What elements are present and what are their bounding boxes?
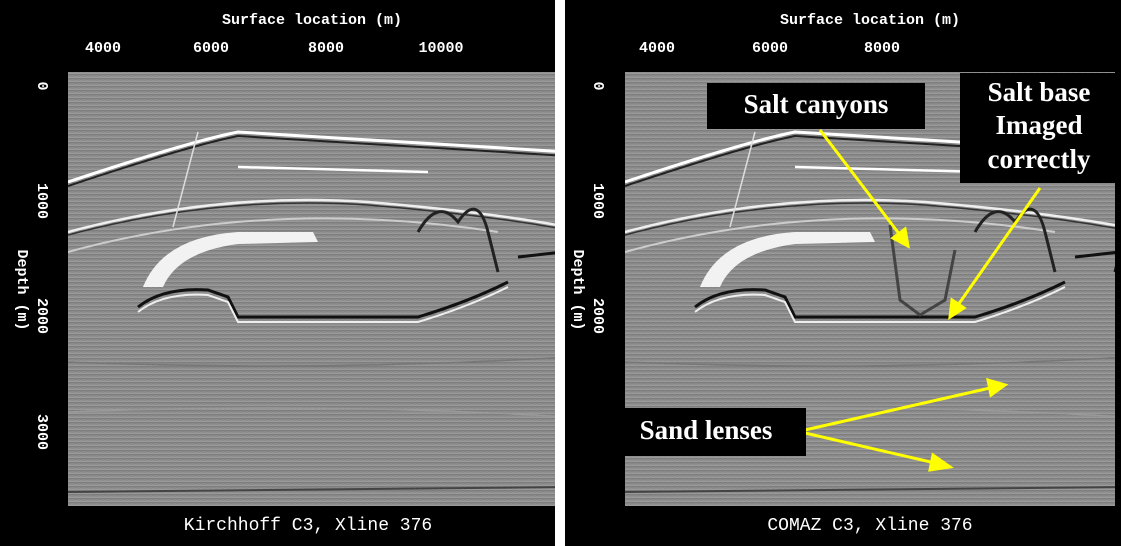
annotation: Imaged — [996, 110, 1083, 140]
x-tick-label: 10000 — [418, 40, 463, 57]
annotation: correctly — [988, 144, 1091, 174]
x-tick-label: 4000 — [639, 40, 675, 57]
annotation: Salt base — [988, 77, 1091, 107]
x-axis-label: Surface location (m) — [780, 12, 960, 29]
x-tick-label: 4000 — [85, 40, 121, 57]
y-tick-label: 1000 — [589, 183, 606, 219]
caption: Kirchhoff C3, Xline 376 — [184, 516, 432, 536]
figure: Surface location (m) 4000 6000 8000 1000… — [0, 0, 1121, 546]
y-tick-label: 0 — [33, 81, 50, 90]
y-tick-label: 1000 — [33, 183, 50, 219]
x-tick-label: 6000 — [752, 40, 788, 57]
x-tick-label: 6000 — [193, 40, 229, 57]
y-tick-label: 3000 — [33, 414, 50, 450]
annotation: Salt canyons — [744, 89, 889, 119]
y-tick-label: 2000 — [33, 298, 50, 334]
y-axis-label: Depth (m) — [569, 249, 586, 330]
y-tick-label: 0 — [589, 81, 606, 90]
x-axis-label: Surface location (m) — [222, 12, 402, 29]
y-axis-label: Depth (m) — [13, 249, 30, 330]
caption: COMAZ C3, Xline 376 — [767, 516, 972, 536]
seismic-image — [68, 72, 568, 506]
x-tick-label: 8000 — [308, 40, 344, 57]
x-tick-label: 8000 — [864, 40, 900, 57]
annotation: Sand lenses — [640, 415, 773, 445]
y-tick-label: 2000 — [589, 298, 606, 334]
